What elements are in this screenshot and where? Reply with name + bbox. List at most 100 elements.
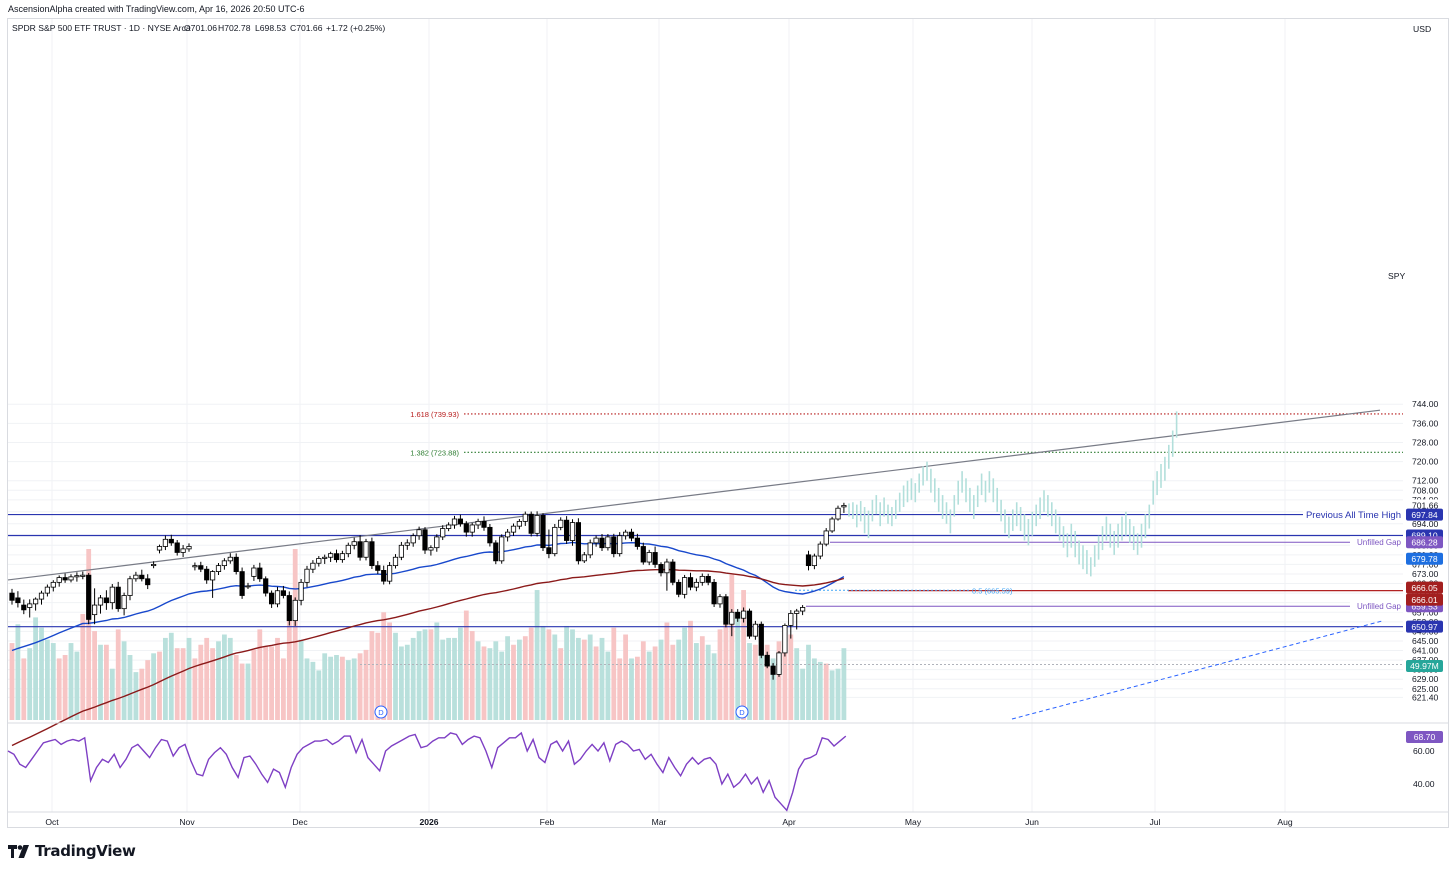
volume-bar	[139, 668, 145, 720]
volume-bar	[812, 658, 817, 720]
volume-bar	[86, 549, 92, 720]
volume-bar	[617, 658, 623, 720]
volume-bar	[434, 622, 440, 720]
volume-bar	[440, 639, 446, 720]
volume-bar	[351, 658, 357, 720]
candle-body	[711, 581, 717, 605]
volume-bar	[387, 622, 392, 720]
ma-price-tag-bg	[1406, 581, 1443, 594]
ma-price-tag-bg	[1406, 552, 1443, 565]
level-label-bg	[1303, 508, 1403, 521]
candle-body	[752, 623, 759, 637]
volume-bar	[640, 641, 646, 720]
volume-bar	[546, 629, 552, 720]
gap-label-bg	[1350, 600, 1403, 613]
volume-bar	[316, 670, 322, 720]
candle-body	[717, 596, 723, 605]
volume-bar	[334, 655, 339, 720]
ohlc-change: +1.72 (+0.25%)	[326, 23, 385, 33]
volume-bar	[227, 637, 233, 720]
candle-body	[693, 581, 700, 588]
volume-bar	[298, 639, 304, 720]
candle-body	[186, 546, 192, 550]
time-axis-label: Feb	[540, 817, 555, 827]
ma-price-tag: 666.01	[1411, 595, 1438, 605]
volume-bar	[599, 637, 605, 720]
volume-bar	[399, 646, 404, 720]
candle-body	[475, 520, 481, 526]
candle-body	[9, 592, 15, 601]
candle-body	[593, 537, 599, 544]
candle-body	[27, 603, 33, 608]
candle-body	[540, 514, 546, 549]
volume-bar	[50, 643, 56, 720]
volume-bar	[222, 634, 227, 720]
candle-body	[794, 610, 800, 614]
candle-body	[487, 526, 493, 544]
volume-bar	[593, 646, 599, 720]
volume-bar	[33, 617, 38, 720]
candle-body	[150, 564, 157, 567]
candle-body	[381, 570, 387, 582]
candle-body	[652, 552, 658, 565]
candle-body	[333, 553, 340, 561]
candle-body	[292, 599, 298, 622]
volume-bar	[292, 549, 298, 720]
candle-body	[575, 522, 582, 562]
volume-bar	[198, 644, 204, 720]
volume-bar	[216, 641, 221, 720]
unfilled-gap-label: Unfilled Gap	[1357, 538, 1402, 547]
volume-bar	[180, 648, 186, 720]
candle-body	[192, 565, 198, 568]
volume-bar	[275, 637, 280, 720]
candle-body	[357, 541, 363, 558]
candle-body	[97, 597, 104, 606]
candle-body	[558, 519, 564, 528]
candle-body	[322, 556, 328, 559]
price-tick-label: 720.00	[1412, 457, 1439, 467]
gap-price-tag-bg	[1406, 536, 1443, 549]
volume-bar	[782, 651, 788, 720]
volume-bar	[27, 648, 33, 720]
candle-body	[74, 575, 80, 578]
time-axis-label: Jul	[1150, 817, 1161, 827]
level-price-tag: 650.97	[1411, 622, 1438, 632]
levels: Previous All Time High Unfilled Gap Unfill…	[8, 410, 1403, 628]
volume-bar	[281, 658, 286, 720]
candle-body	[375, 565, 381, 571]
volume-bar	[410, 637, 416, 720]
candle-body	[504, 531, 511, 538]
volume-bar	[576, 637, 581, 720]
volume-bar	[251, 649, 257, 720]
level-label: Previous All Time High	[1306, 510, 1401, 521]
chart-frame	[7, 18, 1449, 828]
ohlc-low: L698.53	[255, 23, 286, 33]
volume-bar	[699, 636, 705, 720]
candle-body	[416, 529, 422, 537]
candle-body	[239, 571, 245, 596]
volume-tag: 49.97M	[1410, 661, 1439, 671]
volume-bar	[422, 629, 428, 720]
price-tick-label: 728.00	[1412, 437, 1439, 447]
candle-body	[38, 592, 45, 600]
candle-body	[327, 553, 334, 558]
candle-body	[646, 552, 652, 563]
ma-price-tag-bg	[1406, 593, 1443, 606]
tradingview-logo[interactable]: TradingView	[8, 842, 136, 860]
currency-label: USD	[1413, 24, 1431, 34]
volume-bar	[753, 644, 758, 720]
dividend-marker	[374, 705, 388, 719]
volume-bar	[493, 641, 499, 720]
ohlc-open: O701.06	[184, 23, 217, 33]
candle-body	[133, 574, 139, 580]
volume-bar	[104, 644, 109, 720]
candle-body	[162, 538, 168, 547]
candle-body	[640, 546, 646, 563]
candle-body	[776, 652, 782, 675]
volume-bar	[723, 610, 729, 720]
red-moving-average	[11, 568, 845, 747]
volume-bar	[21, 658, 27, 720]
volume-bar	[676, 639, 682, 720]
